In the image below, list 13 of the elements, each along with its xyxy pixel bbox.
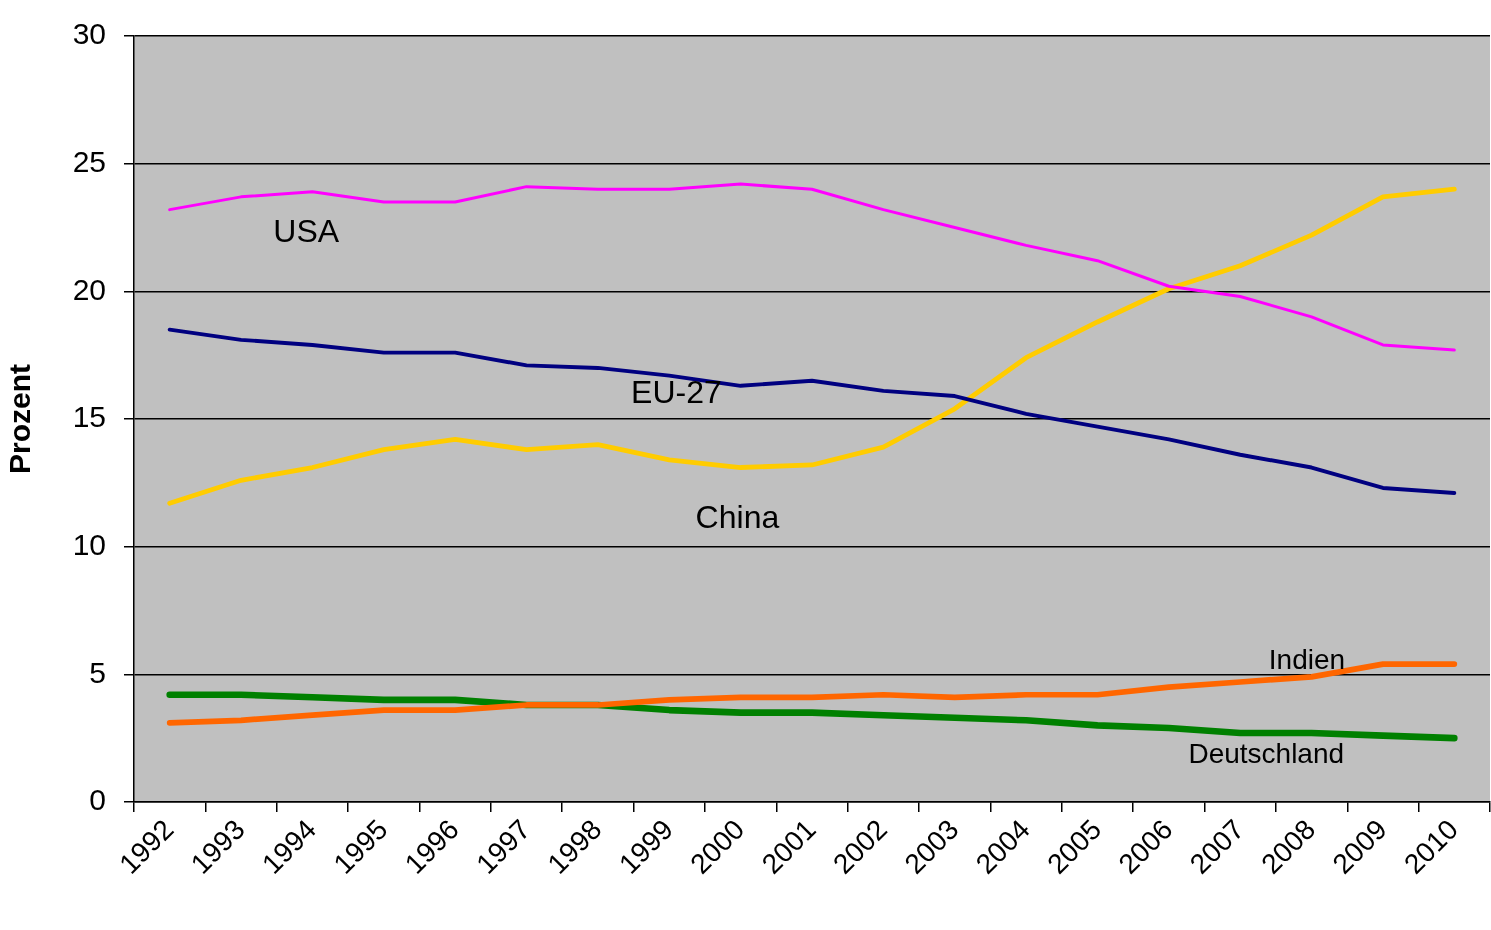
series-label: EU-27 — [631, 373, 722, 410]
series-label: China — [695, 499, 780, 536]
y-tick-label: 25 — [72, 144, 106, 178]
y-tick-label: 15 — [72, 400, 106, 434]
series-label: Deutschland — [1188, 737, 1345, 769]
y-tick-label: 10 — [72, 527, 106, 561]
y-tick-label: 5 — [89, 655, 106, 689]
y-tick-label: 30 — [72, 17, 106, 51]
series-label: USA — [273, 213, 340, 250]
y-tick-label: 0 — [89, 783, 106, 817]
y-tick-label: 20 — [72, 272, 106, 306]
y-axis-title: Prozent — [3, 363, 37, 475]
series-label: Indien — [1268, 643, 1346, 675]
